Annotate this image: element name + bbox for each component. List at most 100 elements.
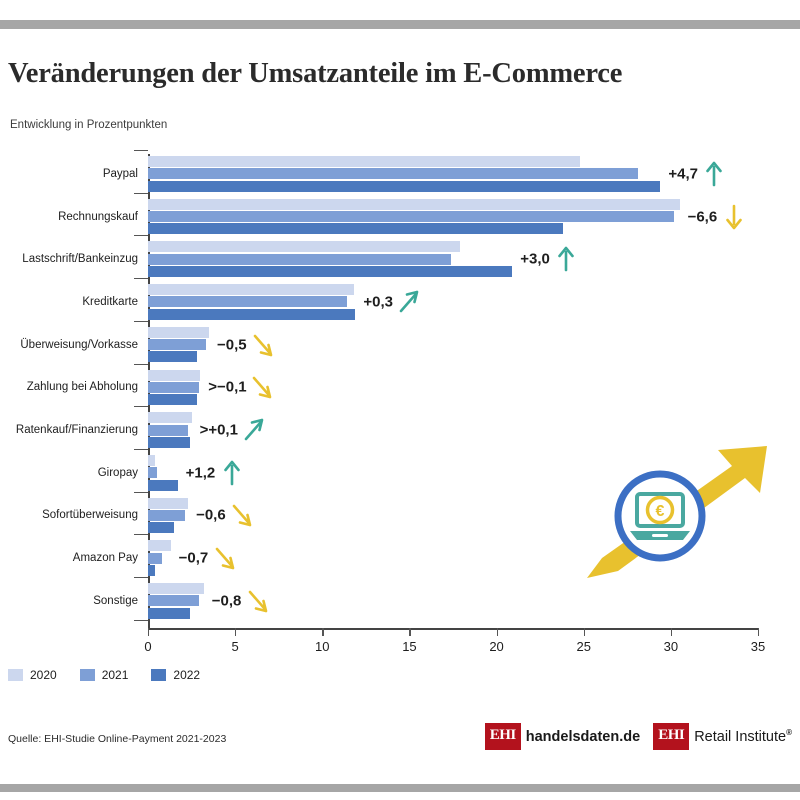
page-title: Veränderungen der Umsatzanteile im E-Com… [8, 58, 623, 89]
x-axis-tick [322, 628, 324, 636]
delta-value-label: −6,6 [687, 208, 718, 225]
growth-arrow-laptop-graphic: € [587, 446, 767, 578]
bar-2022 [148, 522, 175, 534]
svg-text:€: € [656, 503, 665, 520]
x-axis-tick-label: 15 [402, 639, 417, 654]
bar-2021 [148, 552, 162, 564]
bottom-divider-rule [0, 784, 800, 792]
category-label: Zahlung bei Abholung [26, 381, 138, 394]
x-axis-tick-label: 30 [663, 639, 679, 654]
bar-2020 [148, 540, 171, 552]
bar-2022 [148, 479, 178, 491]
y-axis-tick [134, 406, 148, 408]
arrow-up-icon [223, 460, 240, 485]
bar-2021 [148, 381, 199, 393]
bar-2021 [148, 168, 638, 180]
bar-2022 [148, 351, 197, 363]
bar-2022 [148, 266, 513, 277]
x-axis-tick [409, 628, 411, 636]
x-axis-tick-label: 35 [750, 639, 766, 654]
delta-value-label: +4,7 [668, 165, 699, 183]
legend-item-2020[interactable]: 2020 [8, 668, 57, 682]
x-axis-tick-label: 5 [231, 639, 239, 654]
bar-2021 [148, 467, 157, 479]
bar-2020 [148, 284, 354, 296]
legend-swatch-icon [79, 669, 95, 681]
legend-item-2022[interactable]: 2022 [151, 668, 200, 682]
bar-2020 [148, 497, 189, 509]
bar-2021 [148, 211, 675, 222]
category-label: Sofortüberweisung [42, 509, 138, 522]
logo-handelsdaten-label: handelsdaten.de [525, 728, 641, 745]
legend-item-2021[interactable]: 2021 [79, 668, 129, 682]
logo-handelsdaten[interactable]: EHI handelsdaten.de [484, 723, 641, 750]
arrow-up-icon [706, 161, 723, 187]
category-label: Sonstige [93, 594, 138, 607]
x-axis-tick [583, 628, 585, 636]
chart-plot-area: Paypal +4,7 Rechnungskauf −6,6 Lastschrift/B… [0, 150, 800, 654]
delta-value-label: −0,7 [178, 549, 209, 567]
footer-logos: EHI handelsdaten.de EHI Retail Institute… [484, 723, 792, 750]
bar-2020 [148, 326, 209, 338]
arrow-up-right-icon [244, 418, 263, 441]
arrow-down-icon [725, 204, 742, 229]
top-divider-rule [0, 20, 800, 29]
x-axis-tick-label: 10 [315, 639, 330, 654]
delta-value-label: −0,6 [196, 506, 226, 524]
bar-2022 [148, 180, 661, 192]
arrow-down-right-icon [215, 547, 234, 570]
x-axis-tick [496, 628, 498, 636]
y-axis-tick [134, 320, 148, 322]
bar-2020 [148, 198, 680, 210]
x-axis-tick [670, 628, 673, 636]
x-axis-line [148, 628, 758, 630]
y-axis-tick [134, 278, 148, 280]
category-label: Ratenkauf/Finanzierung [15, 424, 138, 436]
bar-2020 [148, 583, 204, 594]
bar-2022 [148, 436, 190, 448]
x-axis-tick [148, 628, 150, 636]
legend-label: 2021 [101, 668, 129, 682]
logo-retail-institute-label: Retail Institute® [694, 728, 792, 745]
bar-2021 [148, 509, 185, 521]
ehi-mark-icon: EHI [653, 723, 690, 750]
y-axis-tick [134, 619, 148, 621]
arrow-up-icon [558, 246, 575, 272]
bar-2022 [148, 607, 190, 619]
x-axis-tick-label: 25 [576, 639, 591, 654]
y-axis-tick [134, 192, 148, 194]
bar-2022 [148, 223, 563, 235]
logo-retail-institute-text: Retail Institute [694, 728, 787, 745]
x-axis-tick-label: 20 [489, 639, 504, 654]
bar-2021 [148, 253, 452, 265]
bar-2020 [148, 156, 581, 167]
category-label: Überweisung/Vorkasse [20, 338, 138, 351]
bar-2020 [148, 241, 460, 253]
bar-2022 [148, 564, 155, 576]
delta-value-label: +0,3 [363, 293, 394, 311]
chart-legend: 2020 2021 2022 [8, 668, 214, 682]
delta-value-label: +1,2 [185, 464, 216, 482]
legend-label: 2020 [30, 668, 57, 682]
bar-2022 [148, 394, 197, 406]
arrow-up-right-icon [400, 290, 419, 313]
x-axis-tick [758, 628, 760, 636]
y-axis-tick [134, 577, 148, 578]
logo-retail-institute[interactable]: EHI Retail Institute® [653, 723, 792, 750]
delta-value-label: −0,5 [217, 336, 247, 354]
bar-2020 [148, 412, 192, 424]
bar-2021 [148, 339, 206, 351]
y-axis-tick [134, 363, 148, 365]
bar-2021 [148, 296, 347, 308]
delta-value-label: +3,0 [520, 250, 550, 268]
delta-value-label: >+0,1 [199, 421, 238, 439]
bar-2021 [148, 424, 189, 436]
bar-2020 [148, 454, 155, 466]
bar-2022 [148, 308, 356, 320]
arrow-down-right-icon [248, 590, 268, 613]
category-label: Paypal [102, 167, 138, 180]
source-note: Quelle: EHI-Studie Online-Payment 2021-2… [8, 733, 227, 745]
y-axis-tick [134, 534, 148, 536]
registered-mark-icon: ® [786, 728, 792, 738]
legend-swatch-icon [151, 669, 167, 681]
